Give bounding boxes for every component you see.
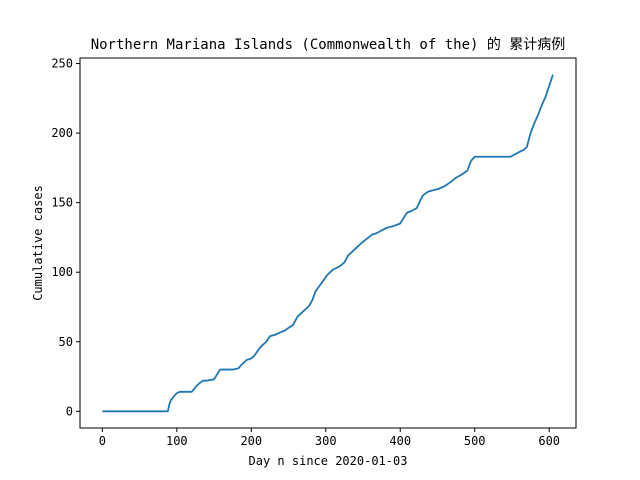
y-tick-label: 250 xyxy=(51,57,73,71)
y-axis-label: Cumulative cases xyxy=(31,185,45,301)
x-tick-label: 200 xyxy=(240,434,262,448)
y-tick-label: 0 xyxy=(66,404,73,418)
x-tick-label: 500 xyxy=(464,434,486,448)
series-line-0 xyxy=(102,74,554,413)
chart-title: Northern Mariana Islands (Commonwealth o… xyxy=(91,37,566,53)
axes-frame xyxy=(79,57,577,429)
x-axis-label: Day n since 2020-01-03 xyxy=(249,454,408,468)
x-tick-label: 600 xyxy=(538,434,560,448)
x-axis-ticks: 0 100 200 300 400 500 600 xyxy=(99,428,560,448)
x-tick-label: 0 xyxy=(99,434,106,448)
y-tick-label: 200 xyxy=(51,126,73,140)
y-tick-label: 50 xyxy=(59,335,73,349)
plot-area xyxy=(102,74,554,413)
y-tick-label: 100 xyxy=(51,265,73,279)
x-tick-label: 400 xyxy=(389,434,411,448)
x-tick-label: 100 xyxy=(166,434,188,448)
y-axis-ticks: 0 50 100 150 200 250 xyxy=(51,57,80,418)
x-tick-label: 300 xyxy=(315,434,337,448)
y-tick-label: 150 xyxy=(51,196,73,210)
